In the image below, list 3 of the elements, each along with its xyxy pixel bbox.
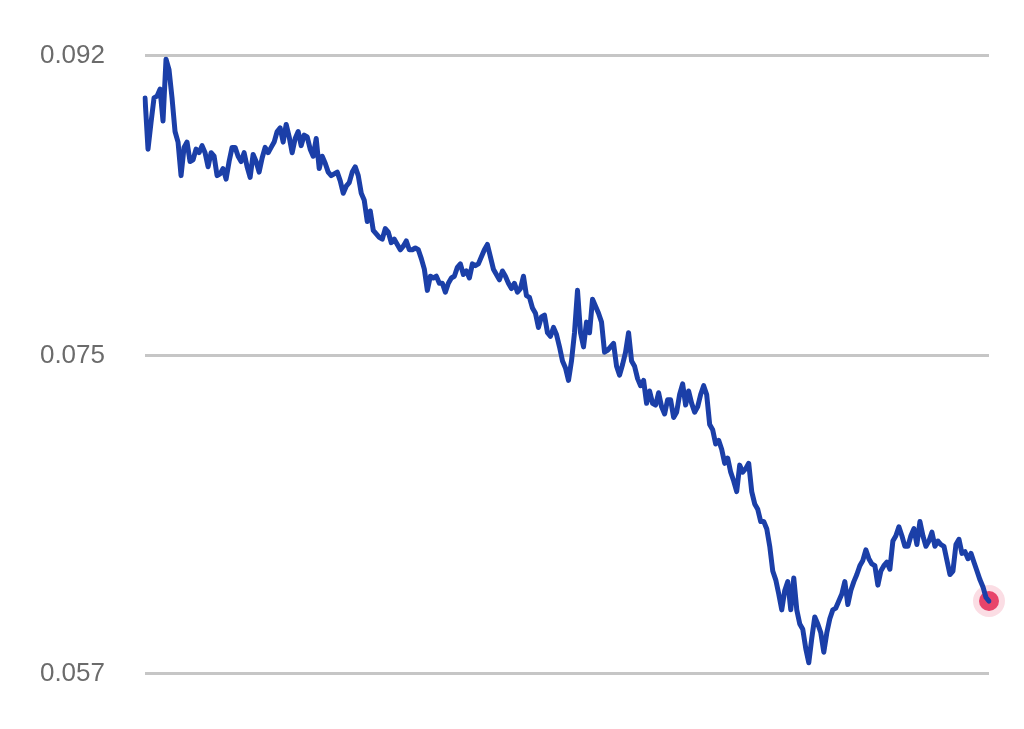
y-tick-label: 0.092	[39, 38, 105, 69]
y-tick-label: 0.075	[39, 338, 105, 369]
y-tick-label: 0.057	[39, 656, 105, 687]
